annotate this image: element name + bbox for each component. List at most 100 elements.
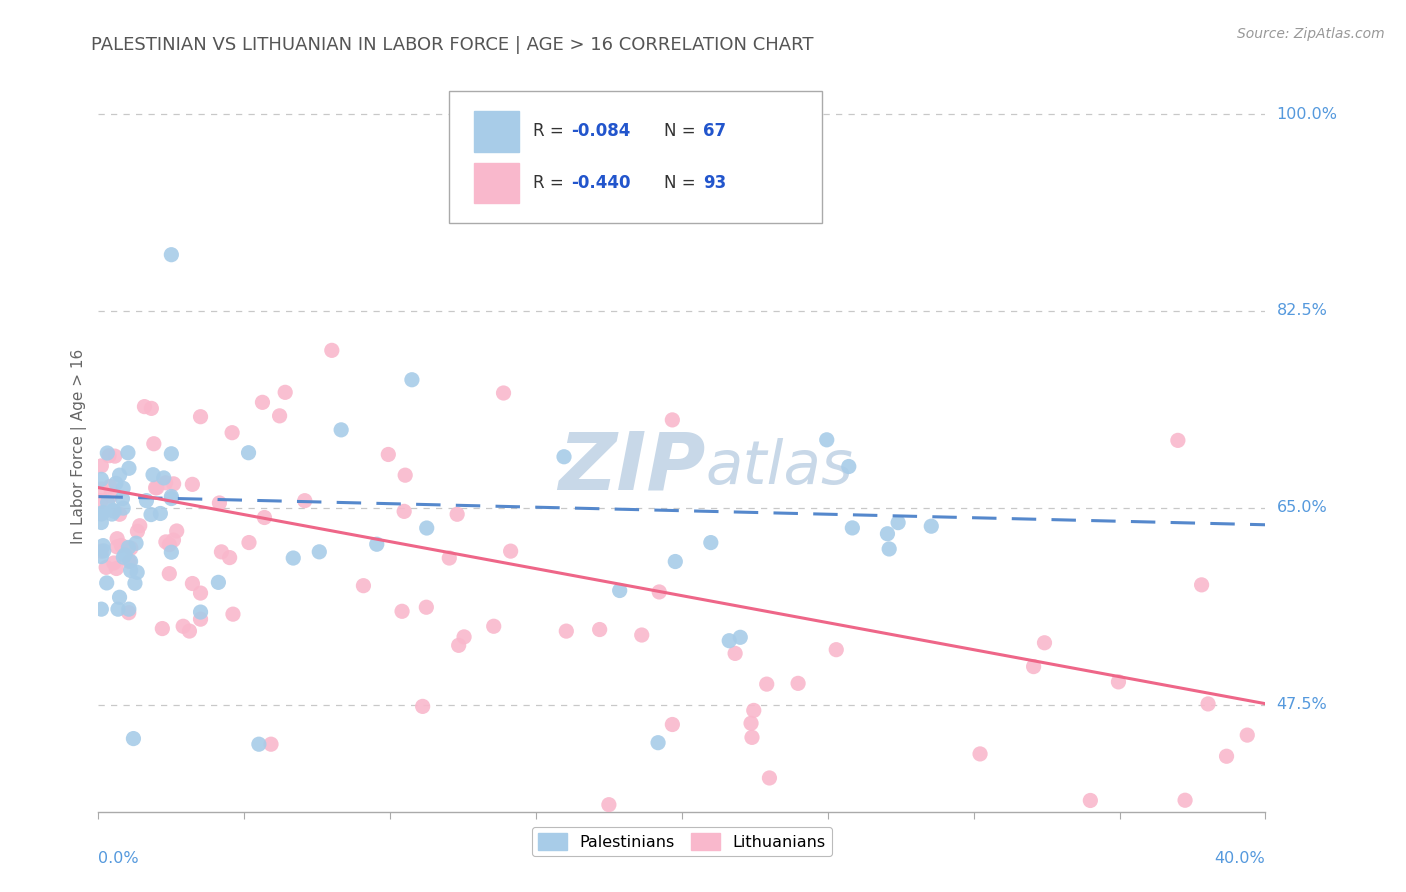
- Point: [247, 737, 270, 751]
- Point: [127, 524, 149, 539]
- Text: 93: 93: [703, 174, 725, 192]
- Point: [142, 467, 165, 482]
- Point: [609, 583, 631, 598]
- Point: [838, 459, 860, 474]
- Point: [416, 521, 439, 535]
- Point: [1033, 636, 1056, 650]
- Point: [105, 561, 128, 575]
- Point: [499, 544, 522, 558]
- Point: [105, 532, 128, 546]
- Point: [96, 446, 118, 460]
- Point: [718, 633, 741, 648]
- Text: 0.0%: 0.0%: [98, 851, 139, 865]
- Bar: [474, 112, 519, 152]
- Point: [90, 507, 112, 521]
- Point: [190, 586, 212, 600]
- Point: [118, 606, 141, 620]
- Point: [124, 576, 146, 591]
- Point: [112, 550, 135, 565]
- Point: [134, 400, 156, 414]
- Point: [142, 436, 165, 450]
- FancyBboxPatch shape: [449, 91, 823, 223]
- Point: [1236, 728, 1258, 742]
- Point: [1080, 793, 1102, 807]
- Point: [98, 449, 121, 463]
- Text: 47.5%: 47.5%: [1277, 698, 1327, 713]
- Point: [120, 554, 142, 568]
- Point: [103, 556, 125, 570]
- Text: PALESTINIAN VS LITHUANIAN IN LABOR FORCE | AGE > 16 CORRELATION CHART: PALESTINIAN VS LITHUANIAN IN LABOR FORCE…: [91, 36, 814, 54]
- Point: [598, 797, 620, 812]
- Point: [190, 612, 212, 626]
- Point: [1215, 749, 1237, 764]
- Text: R =: R =: [533, 174, 568, 192]
- Point: [401, 373, 423, 387]
- Point: [112, 501, 135, 516]
- Legend: Palestinians, Lithuanians: Palestinians, Lithuanians: [531, 827, 832, 856]
- Point: [117, 541, 139, 555]
- Point: [742, 703, 765, 717]
- Point: [222, 607, 245, 622]
- Point: [700, 535, 723, 549]
- Point: [108, 468, 131, 483]
- Point: [740, 716, 762, 731]
- Point: [352, 579, 374, 593]
- Point: [392, 504, 415, 518]
- Point: [377, 447, 399, 461]
- Point: [141, 401, 163, 416]
- Point: [112, 481, 135, 495]
- Point: [482, 619, 505, 633]
- Point: [661, 413, 683, 427]
- Text: 82.5%: 82.5%: [1277, 303, 1327, 318]
- Point: [90, 602, 112, 616]
- Point: [209, 545, 232, 559]
- Point: [125, 536, 148, 550]
- Point: [108, 508, 131, 522]
- Point: [260, 737, 283, 751]
- Point: [120, 564, 142, 578]
- Text: -0.440: -0.440: [571, 174, 630, 192]
- Point: [238, 535, 260, 549]
- Point: [157, 566, 180, 581]
- Text: Source: ZipAtlas.com: Source: ZipAtlas.com: [1237, 27, 1385, 41]
- Point: [118, 555, 141, 569]
- Point: [91, 539, 114, 553]
- Point: [93, 544, 115, 558]
- Point: [555, 624, 578, 639]
- Text: 100.0%: 100.0%: [1277, 106, 1337, 121]
- Point: [172, 619, 194, 633]
- Point: [90, 544, 112, 558]
- Point: [876, 526, 898, 541]
- Point: [122, 731, 145, 746]
- Point: [114, 548, 136, 562]
- Point: [146, 481, 169, 495]
- Point: [920, 519, 942, 533]
- Point: [647, 736, 669, 750]
- Point: [724, 647, 747, 661]
- Point: [741, 731, 763, 745]
- Point: [841, 521, 863, 535]
- Point: [221, 425, 243, 440]
- Point: [218, 550, 240, 565]
- Point: [117, 446, 139, 460]
- Point: [1167, 434, 1189, 448]
- Point: [391, 604, 413, 618]
- Point: [969, 747, 991, 761]
- Text: ZIP: ZIP: [558, 429, 706, 507]
- Point: [439, 551, 461, 566]
- Point: [160, 248, 183, 262]
- Point: [730, 630, 752, 644]
- Point: [103, 504, 125, 518]
- Point: [815, 433, 838, 447]
- Point: [453, 630, 475, 644]
- Point: [107, 602, 129, 616]
- Point: [160, 490, 183, 504]
- Point: [1197, 697, 1219, 711]
- Point: [366, 537, 388, 551]
- Point: [139, 508, 162, 522]
- Point: [321, 343, 343, 358]
- Point: [127, 566, 149, 580]
- Point: [97, 495, 120, 509]
- Point: [162, 533, 184, 547]
- Point: [91, 506, 114, 520]
